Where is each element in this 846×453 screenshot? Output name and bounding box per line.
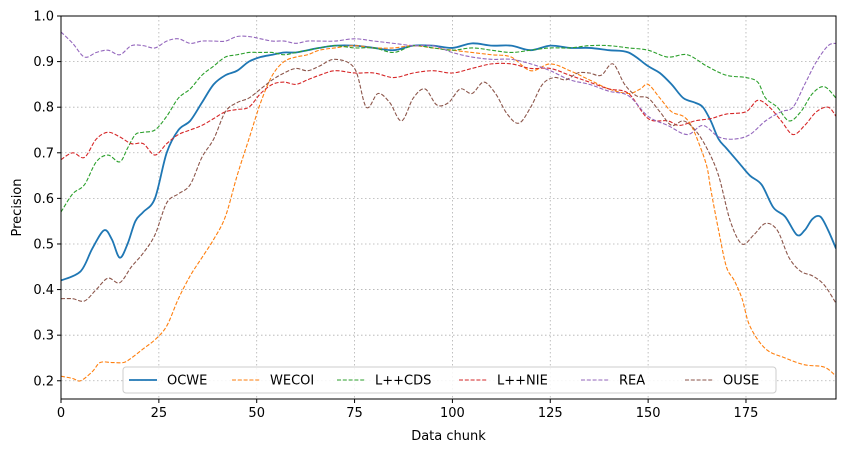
plot-frame	[60, 15, 837, 400]
grid-lines	[60, 15, 836, 399]
y-tick-label: 0.9	[33, 55, 54, 70]
x-tick-label: 175	[734, 406, 759, 421]
axis-ticks: 0 25 50 75 100 125 150 175 0.2 0.3 0.4 0.5 0.6 0.7 0.8…	[33, 10, 758, 422]
series-line-ocwe	[61, 42, 836, 282]
y-tick-label: 0.4	[33, 283, 54, 298]
series-line-ouse	[61, 58, 836, 304]
y-tick-label: 1.0	[33, 10, 54, 25]
x-tick-label: 150	[636, 406, 661, 421]
legend-box	[122, 366, 777, 394]
legend: OCWE WECOI L++CDS L++NIE REA OUSE	[122, 366, 777, 394]
x-tick-label: 75	[346, 406, 363, 421]
x-tick-label: 25	[151, 406, 168, 421]
legend-label: L++CDS	[375, 374, 431, 389]
y-tick-label: 0.5	[33, 237, 54, 252]
legend-label: OUSE	[723, 374, 759, 389]
series-line-wecoi	[61, 45, 836, 382]
y-tick-label: 0.3	[33, 329, 54, 344]
x-axis-title: Data chunk	[411, 429, 486, 444]
series-line-rea	[61, 31, 836, 140]
legend-label: REA	[619, 374, 645, 389]
legend-label: L++NIE	[497, 374, 548, 389]
series-line-l-nie	[61, 62, 836, 161]
y-axis-title: Precision	[10, 178, 25, 236]
legend-label: OCWE	[167, 374, 207, 389]
legend-label: WECOI	[270, 374, 314, 389]
y-tick-label: 0.7	[33, 146, 54, 161]
series-line-l-cds	[61, 44, 836, 213]
y-tick-label: 0.8	[33, 101, 54, 116]
x-tick-label: 50	[248, 406, 265, 421]
x-tick-label: 125	[538, 406, 563, 421]
y-tick-label: 0.2	[33, 374, 54, 389]
x-tick-label: 100	[440, 406, 465, 421]
y-tick-label: 0.6	[33, 192, 54, 207]
series-lines	[61, 31, 836, 382]
x-tick-label: 0	[57, 406, 65, 421]
